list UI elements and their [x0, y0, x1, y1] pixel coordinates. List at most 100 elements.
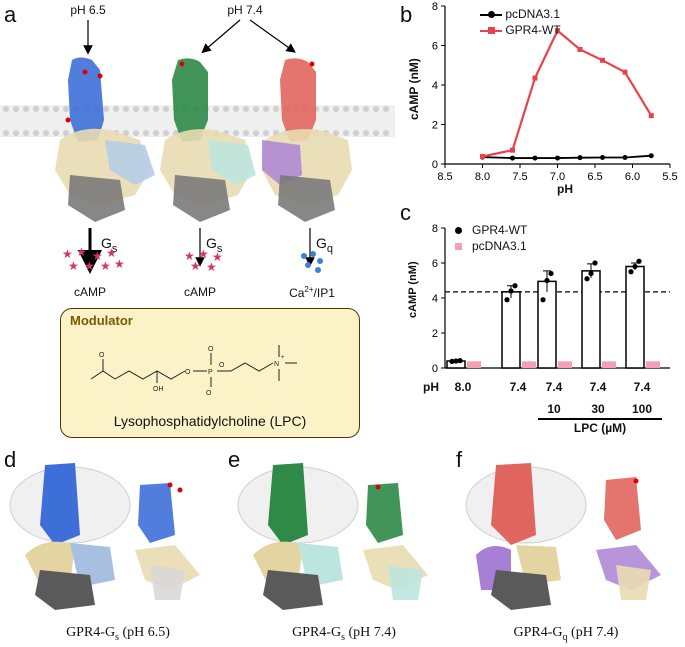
svg-text:★: ★ [100, 259, 111, 273]
chart-b-point [648, 153, 654, 159]
arrow-ph74-right [249, 19, 296, 53]
modulator-box: Modulator O OH O P O O O N + Lysophospha… [60, 308, 360, 438]
svg-text:+: + [281, 355, 285, 361]
chart-c-ytick-label: 8 [432, 223, 438, 235]
chart-b-ytick-label: 8 [432, 1, 438, 13]
chart-c-lpc-label: LPC (µM) [573, 421, 627, 435]
chart-c-ph-3: 7.4 [545, 380, 563, 394]
chart-c-bar-pcdna [522, 361, 536, 368]
svg-text:★: ★ [84, 259, 95, 273]
chart-b-xtick-label: 5.5 [662, 171, 677, 183]
svg-text:★: ★ [106, 248, 117, 260]
svg-text:★: ★ [92, 249, 103, 263]
chart-b-point [577, 155, 583, 161]
product-glyphs: ★ ★ ★ ★ ★ ★ ★ ★ ★ ★ ★ ★ ★ [62, 248, 323, 274]
chart-c-ph-4: 7.4 [589, 380, 607, 394]
panel-a-illustration [0, 19, 395, 274]
caption-e: GPR4-Gs (pH 7.4) [292, 625, 396, 643]
legend-b-item-1: pcDNA3.1 [480, 6, 561, 22]
chart-c-datapoint-gpr4 [512, 283, 518, 289]
svg-text:★: ★ [68, 259, 79, 273]
chart-b-point [577, 46, 583, 52]
panel-f-structures [465, 463, 661, 610]
chart-b: 0 2 4 6 8 8.5 8.0 7.5 7.0 6.5 6.0 5.5 [432, 1, 678, 183]
svg-text:★: ★ [206, 260, 217, 274]
chart-b-point [532, 75, 538, 81]
chart-b-point [510, 155, 515, 161]
ph-74-label: pH 7.4 [227, 3, 263, 17]
panel-letter-a: a [4, 2, 17, 27]
chart-b-ylabel: cAMP (nM) [407, 58, 421, 120]
chart-b-ytick-label: 2 [432, 120, 438, 132]
modulator-title: Modulator [70, 313, 133, 328]
camp-stars-few: ★ ★ ★ ★ ★ [184, 248, 223, 274]
chart-c-bar-gpr4 [581, 270, 601, 369]
lpc-structure: O OH O P O O O N + [90, 345, 297, 397]
chart-b-point [555, 28, 560, 34]
chart-b-point [600, 154, 605, 160]
chart-c-datapoint-gpr4 [628, 269, 634, 275]
svg-text:★: ★ [212, 250, 223, 264]
chart-c-datapoint-gpr4 [504, 297, 510, 303]
structure-gs-ph74 [160, 58, 256, 222]
panel-letter-d: d [4, 447, 17, 472]
camp-label-2: cAMP [183, 285, 217, 299]
chart-c-ytick-label: 0 [432, 363, 438, 375]
svg-text:★: ★ [184, 249, 195, 263]
chart-c-ylabel: cAMP (nM) [407, 261, 419, 318]
chart-c-datapoint-gpr4 [584, 276, 590, 282]
legend-b: pcDNA3.1 GPR4-WT [480, 6, 561, 38]
chart-c-ytick-label: 2 [432, 328, 438, 340]
chart-b-ytick-label: 4 [432, 80, 438, 92]
svg-text:P: P [208, 369, 213, 376]
chart-b-series-line [482, 154, 652, 159]
chart-b-point [622, 69, 628, 75]
gs-label-1: Gs [101, 235, 118, 255]
ph-65-label: pH 6.5 [70, 3, 106, 17]
legend-c-item-1: GPR4-WT [455, 222, 527, 238]
svg-text:O: O [99, 352, 105, 359]
chart-b-point [622, 154, 628, 160]
chart-c-datapoint-gpr4 [449, 358, 455, 364]
chart-b-xtick-label: 8.0 [475, 171, 490, 183]
svg-text:OH: OH [153, 386, 164, 393]
chart-c-ph-2: 7.4 [509, 380, 527, 394]
chart-c-datapoint-gpr4 [592, 260, 598, 266]
chart-b-xtick-label: 7.0 [550, 171, 565, 183]
svg-text:★: ★ [62, 248, 73, 261]
chart-b-point [600, 57, 605, 63]
chart-c-datapoint-gpr4 [453, 358, 459, 364]
svg-text:O: O [185, 369, 191, 376]
lpc-name: Lysophosphatidylcholine (LPC) [113, 413, 307, 429]
chart-c-bar-pcdna [558, 361, 572, 368]
camp-stars-many: ★ ★ ★ ★ ★ ★ ★ ★ [62, 248, 125, 273]
panel-d-structures [9, 463, 200, 610]
panel-e-structures [237, 463, 428, 610]
svg-text:★: ★ [76, 248, 87, 259]
chart-c-bar-pcdna [602, 361, 616, 368]
chart-c-datapoint-gpr4 [636, 258, 642, 264]
legend-c-item-2: pcDNA3.1 [455, 238, 527, 254]
panel-letter-f: f [456, 447, 463, 472]
svg-text:O: O [206, 390, 212, 397]
chart-c-lpc-2: 30 [591, 402, 605, 416]
svg-text:★: ★ [114, 257, 125, 271]
chart-b-xtick-label: 8.5 [437, 171, 452, 183]
caption-f: GPR4-Gq (pH 7.4) [513, 625, 619, 643]
chart-b-ytick-label: 0 [432, 159, 438, 171]
chart-c-bar-gpr4 [501, 291, 521, 369]
chart-b-xtick-label: 7.5 [512, 171, 527, 183]
legend-c: GPR4-WT pcDNA3.1 [455, 222, 527, 254]
chart-c-datapoint-gpr4 [508, 288, 514, 294]
gs-label-2: Gs [206, 235, 223, 255]
chart-c-ph-1: 8.0 [454, 380, 472, 394]
panel-letter-e: e [228, 447, 241, 472]
chart-b-point [648, 113, 654, 119]
chart-c-bar-pcdna [467, 361, 481, 368]
svg-text:O: O [208, 346, 214, 353]
chart-b-point [532, 155, 538, 161]
svg-text:N: N [274, 361, 279, 368]
ca-ip1-label: Ca2+/IP1 [289, 285, 335, 300]
chart-c-lpc-3: 100 [631, 402, 653, 416]
chart-c-ph-5: 7.4 [633, 380, 651, 394]
